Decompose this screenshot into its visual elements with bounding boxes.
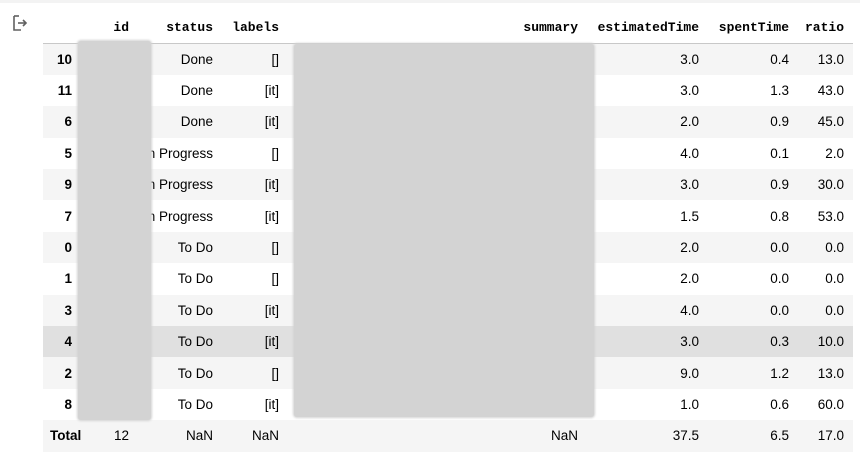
row-index: 9	[64, 177, 72, 193]
cell-ratio: 45.0	[817, 114, 844, 130]
column-header-labels: labels	[222, 11, 288, 44]
cell-ratio: 10.0	[817, 334, 844, 350]
cell-labels: [it]	[264, 396, 279, 412]
cell-spent-time: 0.9	[770, 177, 789, 193]
cell-spent-time: 0.1	[770, 145, 789, 161]
cell-status: n Progress	[147, 145, 213, 161]
cell-labels: [it]	[264, 302, 279, 318]
cell-top-rule	[0, 0, 860, 3]
cell-labels: [it]	[264, 334, 279, 350]
cell-status: To Do	[177, 365, 213, 381]
cell-spent-time: 0.6	[770, 396, 789, 412]
cell-spent-time: 0.8	[770, 208, 789, 224]
cell-estimated-time: 1.0	[680, 396, 699, 412]
cell-estimated-time: 3.0	[680, 177, 699, 193]
cell-labels: []	[271, 365, 279, 381]
row-index-total: Total	[50, 428, 82, 444]
header-row: id status labels summary estimatedTime s…	[43, 11, 853, 44]
cell-spent-time: 0.4	[770, 51, 789, 67]
output-arrow-icon[interactable]	[11, 14, 29, 32]
cell-estimated-time: 37.5	[672, 428, 699, 444]
cell-labels: [it]	[264, 83, 279, 99]
cell-ratio: 0.0	[825, 302, 844, 318]
column-header-summary: summary	[288, 11, 584, 44]
cell-estimated-time: 4.0	[680, 302, 699, 318]
cell-labels: NaN	[251, 428, 279, 444]
cell-estimated-time: 4.0	[680, 145, 699, 161]
cell-status: To Do	[177, 271, 213, 287]
cell-ratio: 60.0	[817, 396, 844, 412]
row-index: 5	[64, 145, 72, 161]
table-row-total: Total 12 NaN NaN NaN 37.5 6.5 17.0	[43, 420, 853, 452]
cell-spent-time: 0.0	[770, 271, 789, 287]
cell-estimated-time: 3.0	[680, 83, 699, 99]
cell-status: To Do	[177, 240, 213, 256]
cell-ratio: 17.0	[817, 428, 844, 444]
column-header-id: id	[88, 11, 138, 44]
cell-status: NaN	[185, 428, 213, 444]
cell-spent-time: 0.0	[770, 240, 789, 256]
cell-ratio: 13.0	[817, 365, 844, 381]
cell-spent-time: 1.2	[770, 365, 789, 381]
cell-estimated-time: 3.0	[680, 51, 699, 67]
cell-summary: NaN	[550, 428, 578, 444]
row-index: 10	[56, 51, 72, 67]
cell-estimated-time: 9.0	[680, 365, 699, 381]
row-index: 3	[64, 302, 72, 318]
cell-spent-time: 6.5	[770, 428, 789, 444]
column-header-ratio: ratio	[798, 11, 853, 44]
cell-ratio: 2.0	[825, 145, 844, 161]
cell-ratio: 13.0	[817, 51, 844, 67]
redaction-summary-column	[294, 44, 594, 417]
cell-ratio: 43.0	[817, 83, 844, 99]
column-header-index	[43, 11, 88, 44]
cell-ratio: 30.0	[817, 177, 844, 193]
cell-status: To Do	[177, 396, 213, 412]
row-index: 0	[64, 240, 72, 256]
cell-labels: []	[271, 145, 279, 161]
cell-spent-time: 0.9	[770, 114, 789, 130]
row-index: 1	[64, 271, 72, 287]
cell-status: Done	[180, 51, 213, 67]
row-index: 2	[64, 365, 72, 381]
cell-status: Done	[180, 83, 213, 99]
row-index: 8	[64, 396, 72, 412]
cell-status: n Progress	[147, 177, 213, 193]
cell-estimated-time: 2.0	[680, 114, 699, 130]
cell-estimated-time: 2.0	[680, 271, 699, 287]
cell-labels: [it]	[264, 208, 279, 224]
cell-labels: []	[271, 51, 279, 67]
cell-spent-time: 0.0	[770, 302, 789, 318]
cell-labels: []	[271, 271, 279, 287]
cell-id: 12	[113, 428, 129, 444]
cell-ratio: 0.0	[825, 271, 844, 287]
cell-estimated-time: 2.0	[680, 240, 699, 256]
row-index: 7	[64, 208, 72, 224]
cell-spent-time: 0.3	[770, 334, 789, 350]
cell-labels: []	[271, 240, 279, 256]
cell-ratio: 0.0	[825, 240, 844, 256]
cell-status: To Do	[177, 302, 213, 318]
row-index: 4	[64, 334, 72, 350]
cell-spent-time: 1.3	[770, 83, 789, 99]
redaction-id-column	[78, 41, 151, 420]
cell-labels: [it]	[264, 177, 279, 193]
cell-estimated-time: 3.0	[680, 334, 699, 350]
column-header-spent-time: spentTime	[708, 11, 798, 44]
cell-ratio: 53.0	[817, 208, 844, 224]
row-index: 11	[57, 83, 72, 99]
cell-status: To Do	[177, 334, 213, 350]
cell-status: n Progress	[147, 208, 213, 224]
cell-labels: [it]	[264, 114, 279, 130]
column-header-estimated-time: estimatedTime	[584, 11, 708, 44]
column-header-status: status	[138, 11, 222, 44]
cell-status: Done	[180, 114, 213, 130]
row-index: 6	[64, 114, 72, 130]
cell-estimated-time: 1.5	[680, 208, 699, 224]
